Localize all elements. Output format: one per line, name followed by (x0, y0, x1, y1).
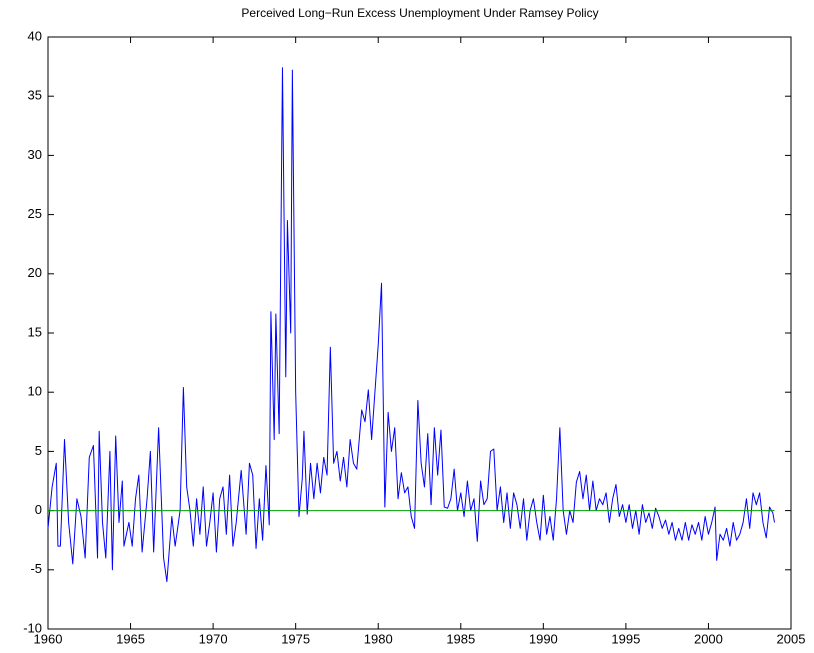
x-tick-label: 2000 (694, 631, 723, 646)
y-tick-label: 30 (28, 147, 42, 162)
y-tick-label: -10 (23, 620, 42, 635)
y-tick-label: 5 (35, 443, 42, 458)
x-tick-label: 1965 (116, 631, 145, 646)
y-tick-label: 25 (28, 206, 42, 221)
y-tick-label: 15 (28, 324, 42, 339)
x-tick-label: 1975 (281, 631, 310, 646)
y-tick-label: 10 (28, 384, 42, 399)
x-tick-label: 1970 (199, 631, 228, 646)
x-tick-label: 1990 (529, 631, 558, 646)
chart-title: Perceived Long−Run Excess Unemployment U… (241, 6, 598, 20)
x-tick-label: 1985 (446, 631, 475, 646)
y-tick-label: 40 (28, 28, 42, 43)
data-line (47, 67, 775, 583)
x-tick-label: 1995 (611, 631, 640, 646)
y-tick-label: 35 (28, 88, 42, 103)
y-tick-label: 0 (35, 502, 42, 517)
x-tick-label: 1980 (364, 631, 393, 646)
y-tick-label: 20 (28, 265, 42, 280)
x-tick-label: 2005 (777, 631, 806, 646)
y-tick-label: -5 (30, 561, 42, 576)
x-tick-label: 1960 (34, 631, 63, 646)
